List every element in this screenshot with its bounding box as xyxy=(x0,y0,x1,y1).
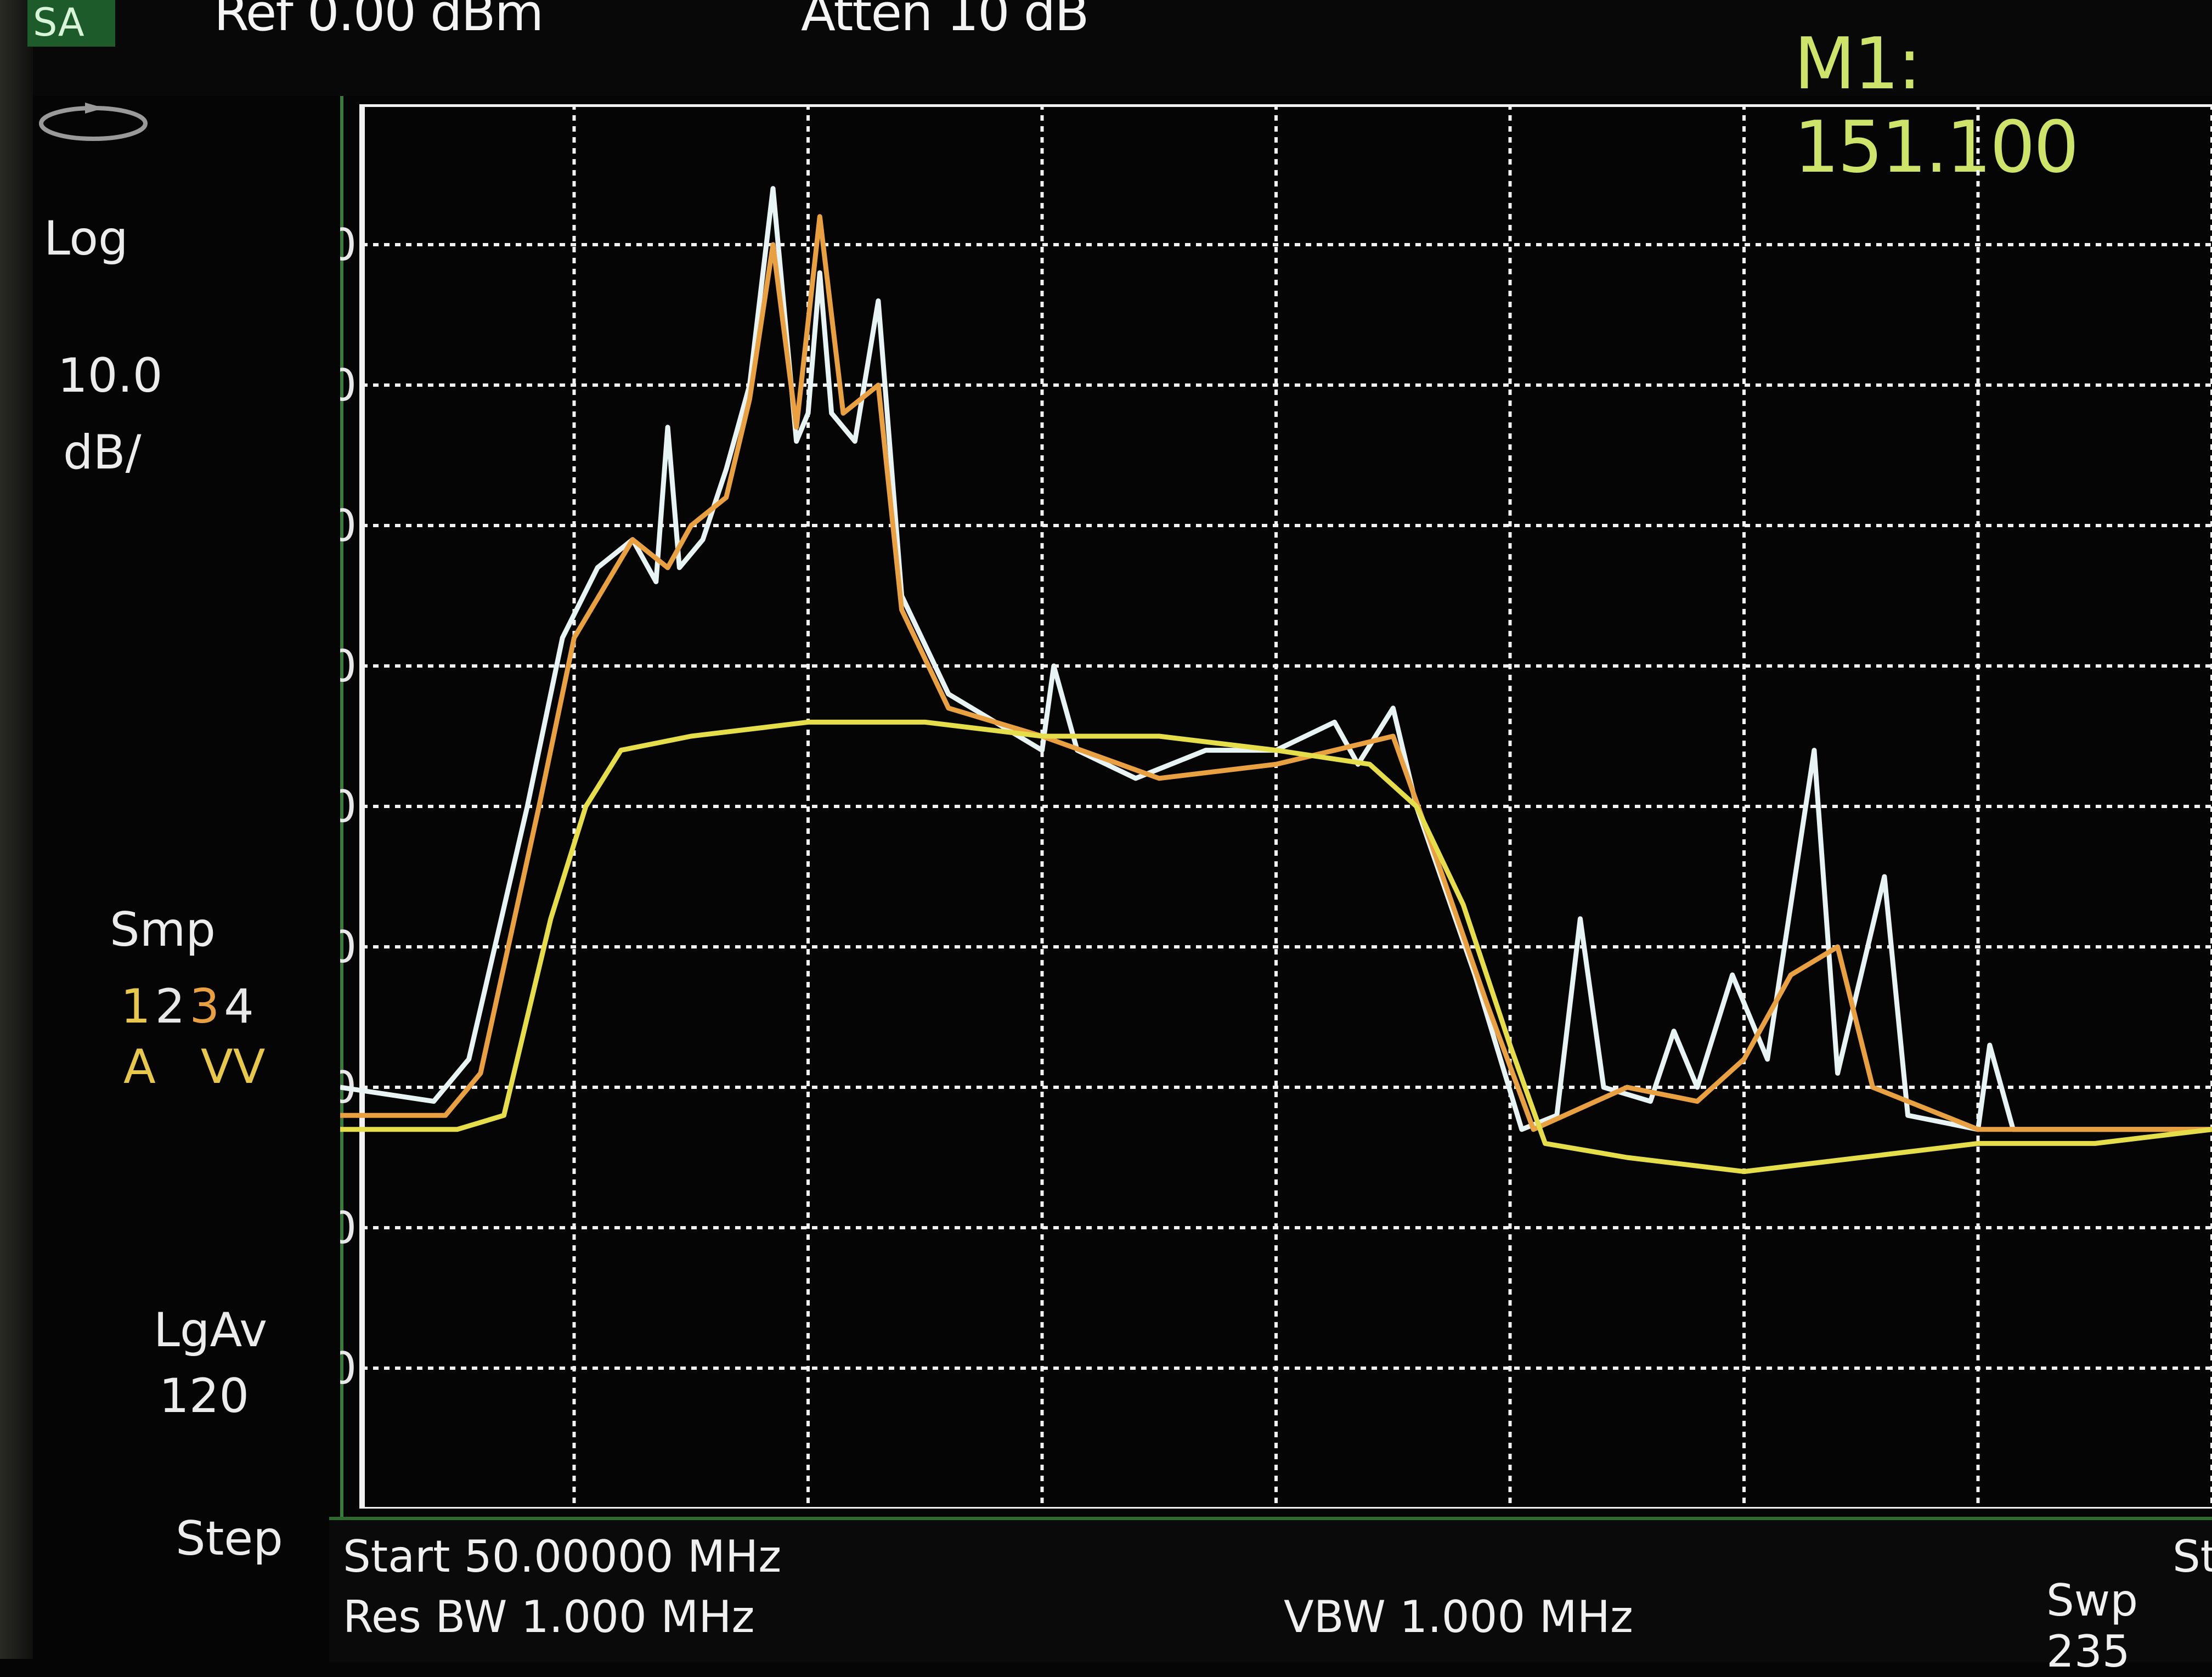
y-tick-label: -20 xyxy=(340,360,357,411)
plot-grid xyxy=(359,104,2212,1509)
sweep-cycle-icon xyxy=(39,103,148,141)
start-frequency: Start 50.00000 MHz xyxy=(343,1531,782,1582)
attenuation: Atten 10 dB xyxy=(801,0,1089,42)
spectrum-plot: -10-20-30-40-50-60-70-80-90 xyxy=(340,104,2212,1509)
y-tick-label: -40 xyxy=(340,641,357,692)
trace-3-number[interactable]: 3 xyxy=(189,979,224,1034)
scale-unit: dB/ xyxy=(63,425,142,480)
resolution-bandwidth: Res BW 1.000 MHz xyxy=(343,1591,755,1642)
trace-lines xyxy=(340,186,2212,1175)
footer-bar: Start 50.00000 MHz Res BW 1.000 MHz VBW … xyxy=(329,1517,2212,1677)
y-tick-label: -50 xyxy=(340,781,357,832)
y-axis-ticks: -10-20-30-40-50-60-70-80-90 xyxy=(340,219,357,1394)
stop-frequency-partial: St xyxy=(2172,1531,2212,1582)
screen-bezel xyxy=(0,0,33,1659)
trace-line-2 xyxy=(340,214,2212,1132)
trace-modes: A VV xyxy=(123,1040,266,1094)
average-count: 120 xyxy=(159,1369,250,1424)
trace-4-number[interactable]: 4 xyxy=(224,979,258,1034)
mode-badge[interactable]: SA xyxy=(27,0,115,47)
detector-label: Smp xyxy=(110,902,216,957)
y-tick-label: -80 xyxy=(340,1202,357,1253)
trace-1-number[interactable]: 1 xyxy=(121,979,155,1034)
trace-line-1 xyxy=(340,186,2212,1132)
step-label[interactable]: Step xyxy=(176,1511,283,1566)
y-tick-label: -30 xyxy=(340,500,357,551)
video-bandwidth: VBW 1.000 MHz xyxy=(1284,1591,1633,1642)
ref-level: Ref 0.00 dBm xyxy=(214,0,544,42)
marker-readout: M1: 151.100 xyxy=(1794,22,2079,189)
average-label: LgAv xyxy=(154,1303,268,1358)
left-status-panel: Log 10.0 dB/ Smp 1234 A VV LgAv 120 Step xyxy=(33,96,343,1643)
trace-numbers[interactable]: 1234 xyxy=(121,979,258,1034)
header-bar xyxy=(33,0,2212,96)
y-tick-label: -90 xyxy=(340,1343,357,1394)
trace-line-3 xyxy=(340,719,2212,1175)
scale-type: Log xyxy=(44,211,128,266)
y-tick-label: -10 xyxy=(340,219,357,270)
sweep-time: Swp 235 xyxy=(2046,1575,2138,1677)
y-tick-label: -60 xyxy=(340,922,357,973)
scale-value: 10.0 xyxy=(58,348,163,403)
trace-2-number[interactable]: 2 xyxy=(155,979,190,1034)
